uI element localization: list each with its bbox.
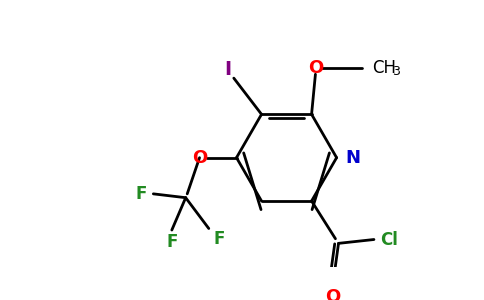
- Text: F: F: [136, 185, 147, 203]
- Text: I: I: [224, 60, 231, 79]
- Text: O: O: [325, 288, 340, 300]
- Text: O: O: [308, 59, 323, 77]
- Text: F: F: [214, 230, 225, 248]
- Text: N: N: [346, 149, 361, 167]
- Text: F: F: [166, 233, 178, 251]
- Text: 3: 3: [393, 65, 400, 79]
- Text: CH: CH: [372, 59, 395, 77]
- Text: O: O: [192, 149, 207, 167]
- Text: Cl: Cl: [380, 230, 398, 248]
